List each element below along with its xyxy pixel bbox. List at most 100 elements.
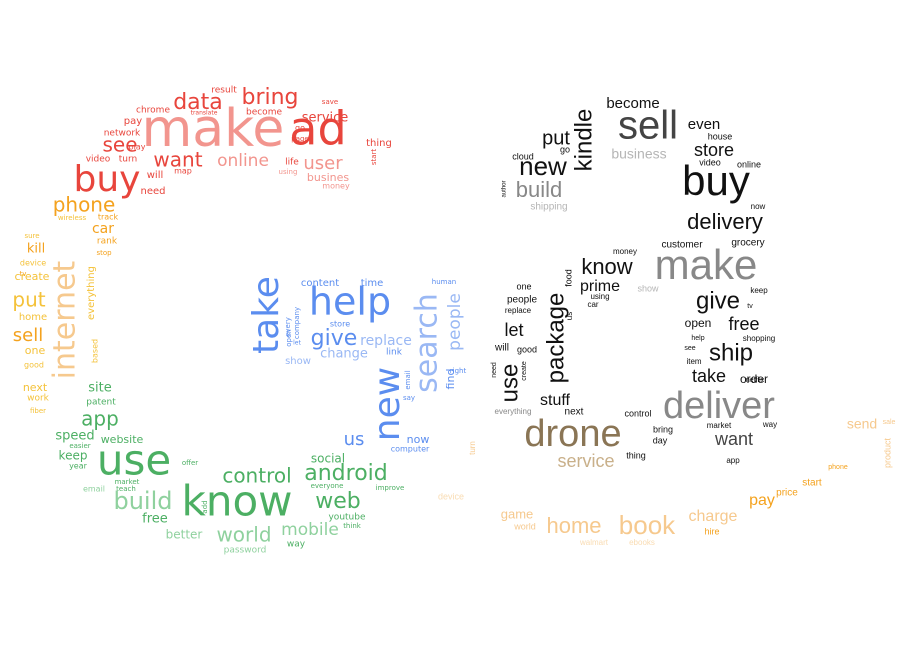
cloud-word-save: save bbox=[322, 98, 338, 106]
cloud-word-web: web bbox=[315, 489, 361, 514]
cloud-word-using: using bbox=[590, 292, 609, 301]
cloud-word-show: show bbox=[285, 356, 311, 367]
cloud-word-add: add bbox=[201, 500, 209, 513]
cloud-word-user: user bbox=[303, 153, 343, 174]
cloud-word-wireless: wireless bbox=[58, 214, 87, 222]
cloud-word-company: company bbox=[293, 307, 301, 339]
cloud-word-easier: easier bbox=[69, 442, 90, 450]
cloud-word-stuff: stuff bbox=[540, 392, 571, 409]
cloud-word-car: car bbox=[587, 300, 598, 309]
cloud-word-people: people bbox=[445, 293, 465, 351]
cloud-word-content: content bbox=[301, 278, 339, 289]
cloud-word-home: home bbox=[19, 312, 47, 323]
cloud-word-walmart: walmart bbox=[579, 538, 609, 547]
cloud-word-give: give bbox=[311, 326, 358, 351]
cloud-word-build: build bbox=[516, 177, 562, 202]
cloud-word-next: next bbox=[565, 407, 584, 418]
cloud-word-way: way bbox=[762, 420, 777, 429]
cloud-word-video: video bbox=[699, 157, 721, 167]
cloud-word-now: now bbox=[751, 202, 766, 211]
cloud-word-find: find bbox=[444, 369, 457, 390]
cloud-word-start: start bbox=[802, 478, 822, 489]
cloud-word-product: product bbox=[882, 437, 892, 468]
cloud-word-one: one bbox=[516, 281, 531, 291]
cloud-word-app: app bbox=[81, 407, 119, 431]
cloud-word-improve: improve bbox=[376, 484, 405, 492]
cloud-word-pay: pay bbox=[124, 116, 142, 127]
cloud-word-know: know bbox=[581, 254, 632, 279]
cloud-word-computer: computer bbox=[391, 445, 430, 454]
cloud-word-turn: turn bbox=[119, 155, 137, 165]
cloud-word-keep: keep bbox=[59, 449, 88, 463]
cloud-word-translate: translate bbox=[191, 110, 218, 117]
cloud-word-go: go bbox=[295, 124, 305, 133]
cloud-word-map: map bbox=[174, 167, 192, 176]
cloud-word-help: help bbox=[309, 280, 391, 324]
cloud-word-site: site bbox=[88, 381, 111, 396]
cloud-word-want: want bbox=[714, 429, 753, 449]
cloud-word-take: take bbox=[692, 366, 726, 386]
cloud-word-offer: offer bbox=[182, 459, 198, 467]
cloud-word-device: device bbox=[438, 491, 464, 501]
cloud-word-ebooks: ebooks bbox=[629, 538, 655, 547]
cloud-word-thing: thing bbox=[626, 450, 646, 460]
cloud-word-tv: tv bbox=[747, 303, 753, 310]
cloud-word-way: way bbox=[287, 540, 306, 550]
cloud-word-stop: stop bbox=[96, 249, 112, 257]
cloud-word-put: put bbox=[12, 288, 45, 312]
cloud-word-bring: bring bbox=[653, 424, 673, 434]
cloud-word-open: open bbox=[685, 316, 712, 330]
cloud-word-charge: charge bbox=[689, 508, 738, 525]
cloud-word-prime: prime bbox=[580, 278, 620, 295]
cloud-word-chrome: chrome bbox=[136, 106, 170, 116]
cloud-word-phone: phone bbox=[828, 464, 848, 471]
cloud-word-author: author bbox=[502, 180, 508, 197]
cloud-word-next: next bbox=[23, 381, 48, 394]
cloud-word-new: new bbox=[519, 151, 567, 181]
cloud-word-create: create bbox=[521, 361, 528, 381]
cloud-word-world: world bbox=[216, 523, 271, 547]
cloud-word-video: video bbox=[86, 155, 111, 165]
cloud-word-car: car bbox=[92, 221, 114, 237]
cloud-word-turn: turn bbox=[468, 441, 477, 455]
cloud-word-phone: phone bbox=[53, 193, 116, 217]
cloud-word-mobile: mobile bbox=[281, 520, 339, 540]
cloud-word-price: price bbox=[776, 488, 798, 499]
cloud-word-use: use bbox=[496, 364, 523, 403]
cloud-word-keep: keep bbox=[750, 286, 768, 295]
cloud-word-make: make bbox=[655, 241, 758, 288]
cloud-word-think: think bbox=[343, 522, 362, 530]
cloud-word-use: use bbox=[97, 436, 171, 485]
cloud-word-order: order bbox=[740, 372, 768, 386]
cloud-word-see: see bbox=[684, 345, 695, 352]
cloud-word-store: store bbox=[330, 320, 350, 329]
cloud-word-control: control bbox=[222, 464, 291, 488]
cloud-word-year: year bbox=[69, 462, 88, 471]
cloud-word-change: change bbox=[320, 347, 368, 362]
cloud-word-make: make bbox=[142, 99, 285, 159]
cloud-word-day: day bbox=[653, 435, 668, 445]
cloud-word-send: send bbox=[847, 416, 877, 432]
cloud-word-internet: internet bbox=[48, 260, 83, 379]
cloud-word-open: open bbox=[285, 329, 293, 346]
cloud-word-grocery: grocery bbox=[731, 238, 764, 249]
cloud-word-network: network bbox=[104, 129, 141, 139]
cloud-word-online: online bbox=[217, 151, 269, 171]
cloud-word-work: work bbox=[27, 394, 50, 404]
cloud-word-everyone: everyone bbox=[311, 482, 344, 490]
cloud-word-business: business bbox=[611, 146, 666, 162]
cloud-word-house: house bbox=[708, 131, 733, 141]
cloud-word-control: control bbox=[624, 408, 651, 418]
cloud-word-us: us bbox=[565, 312, 574, 320]
cloud-word-page: page bbox=[291, 135, 308, 143]
cloud-word-deliver: deliver bbox=[663, 385, 775, 427]
cloud-word-bring: bring bbox=[241, 85, 298, 110]
cloud-word-sure: sure bbox=[24, 232, 39, 240]
cloud-word-good: good bbox=[517, 344, 537, 354]
cloud-word-time: time bbox=[361, 278, 384, 289]
cloud-word-android: android bbox=[304, 461, 388, 486]
cloud-word-human: human bbox=[432, 278, 456, 286]
cloud-word-fiber: fiber bbox=[30, 407, 46, 415]
cloud-word-help: help bbox=[691, 335, 704, 342]
